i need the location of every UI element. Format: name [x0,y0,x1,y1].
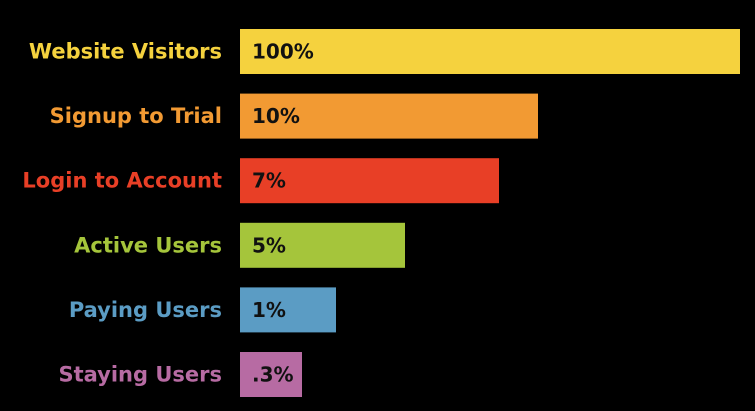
bar-signup-to-trial [240,93,538,139]
category-label-signup-to-trial: Signup to Trial [50,104,222,128]
bar-staying-users [240,352,302,397]
bar-website-visitors [240,29,740,74]
value-label-login-to-account: 7% [252,169,286,193]
value-label-signup-to-trial: 10% [252,104,300,128]
value-label-paying-users: 1% [252,298,286,322]
value-label-website-visitors: 100% [252,40,314,64]
bar-active-users [240,222,405,268]
value-labels-layer: 100% 10% 7% 5% 1% .3% [252,40,314,387]
bar-login-to-account [240,158,499,204]
category-label-website-visitors: Website Visitors [29,40,222,64]
value-label-active-users: 5% [252,233,286,257]
category-labels-layer: Website Visitors Signup to Trial Login to … [22,40,222,387]
category-label-staying-users: Staying Users [58,363,222,387]
category-label-paying-users: Paying Users [69,298,222,322]
bars-layer [240,29,740,397]
category-label-login-to-account: Login to Account [22,169,222,193]
category-label-active-users: Active Users [74,233,222,257]
value-label-staying-users: .3% [252,363,294,387]
bar-paying-users [240,287,336,333]
